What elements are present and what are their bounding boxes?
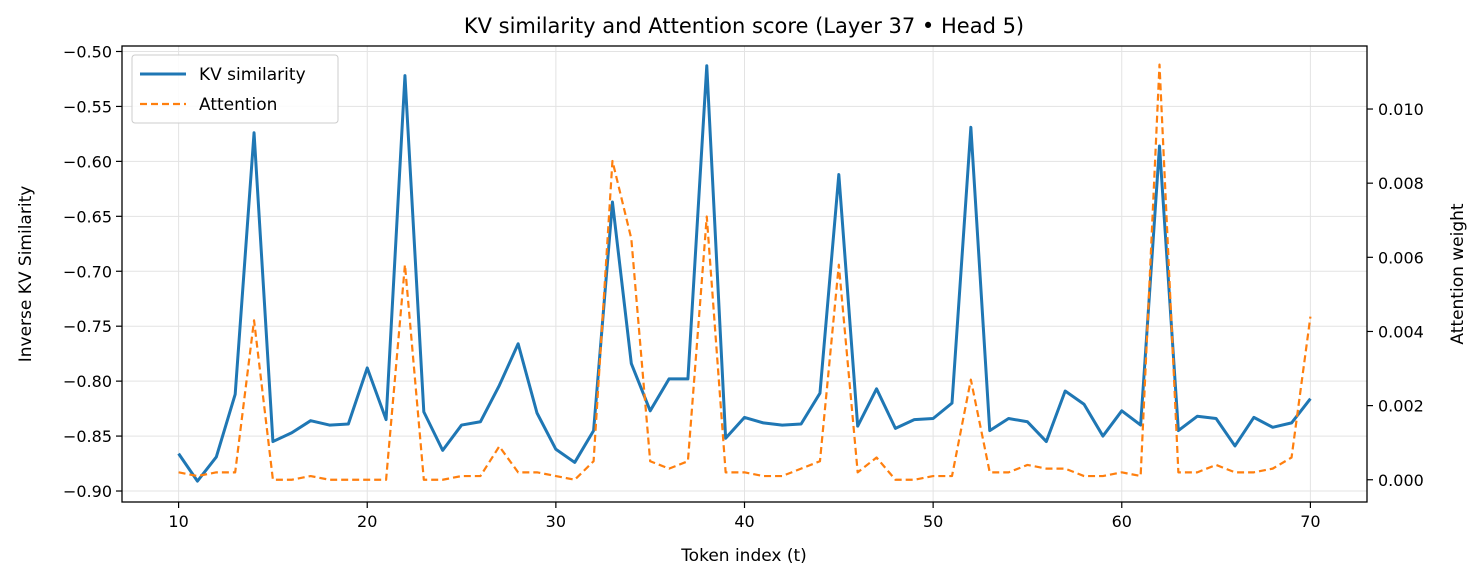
- legend: KV similarity Attention: [131, 54, 339, 124]
- y2-tick-label: 0.008: [1378, 174, 1424, 193]
- legend-box: [131, 54, 339, 124]
- axis-ticks: 10 20 30 40 50 60 70 −0.90 −0.85 −0.80 −0.75 −0.70 −…: [63, 42, 1424, 531]
- x-tick-label: 40: [734, 512, 754, 531]
- x-tick-label: 10: [168, 512, 188, 531]
- legend-label-attention: Attention: [199, 95, 277, 115]
- y2-tick-label: 0.000: [1378, 471, 1424, 490]
- y-tick-label: −0.70: [63, 262, 112, 281]
- y-axis-label: Inverse KV Similarity: [16, 186, 36, 363]
- y-tick-label: −0.90: [63, 482, 112, 501]
- x-tick-label: 30: [546, 512, 566, 531]
- series-line-attention: [178, 63, 1312, 481]
- y-tick-label: −0.50: [63, 42, 112, 61]
- y-tick-label: −0.65: [63, 207, 112, 226]
- series-line-kv-similarity: [177, 64, 1312, 483]
- x-tick-label: 50: [923, 512, 943, 531]
- chart-title: KV similarity and Attention score (Layer…: [464, 14, 1024, 38]
- x-tick-label: 60: [1112, 512, 1132, 531]
- y2-tick-label: 0.002: [1378, 397, 1424, 416]
- y2-axis-label: Attention weight: [1448, 203, 1468, 345]
- y-tick-label: −0.80: [63, 372, 112, 391]
- x-tick-label: 20: [357, 512, 377, 531]
- y2-tick-label: 0.010: [1378, 100, 1424, 119]
- y-tick-label: −0.75: [63, 317, 112, 336]
- y2-tick-label: 0.004: [1378, 322, 1424, 341]
- x-tick-label: 70: [1300, 512, 1320, 531]
- legend-label-kv-similarity: KV similarity: [199, 65, 306, 85]
- series-lines: [177, 63, 1312, 483]
- y-tick-label: −0.55: [63, 97, 112, 116]
- y2-tick-label: 0.006: [1378, 248, 1424, 267]
- y-tick-label: −0.85: [63, 427, 112, 446]
- y-tick-label: −0.60: [63, 152, 112, 171]
- x-axis-label: Token index (t): [680, 546, 807, 566]
